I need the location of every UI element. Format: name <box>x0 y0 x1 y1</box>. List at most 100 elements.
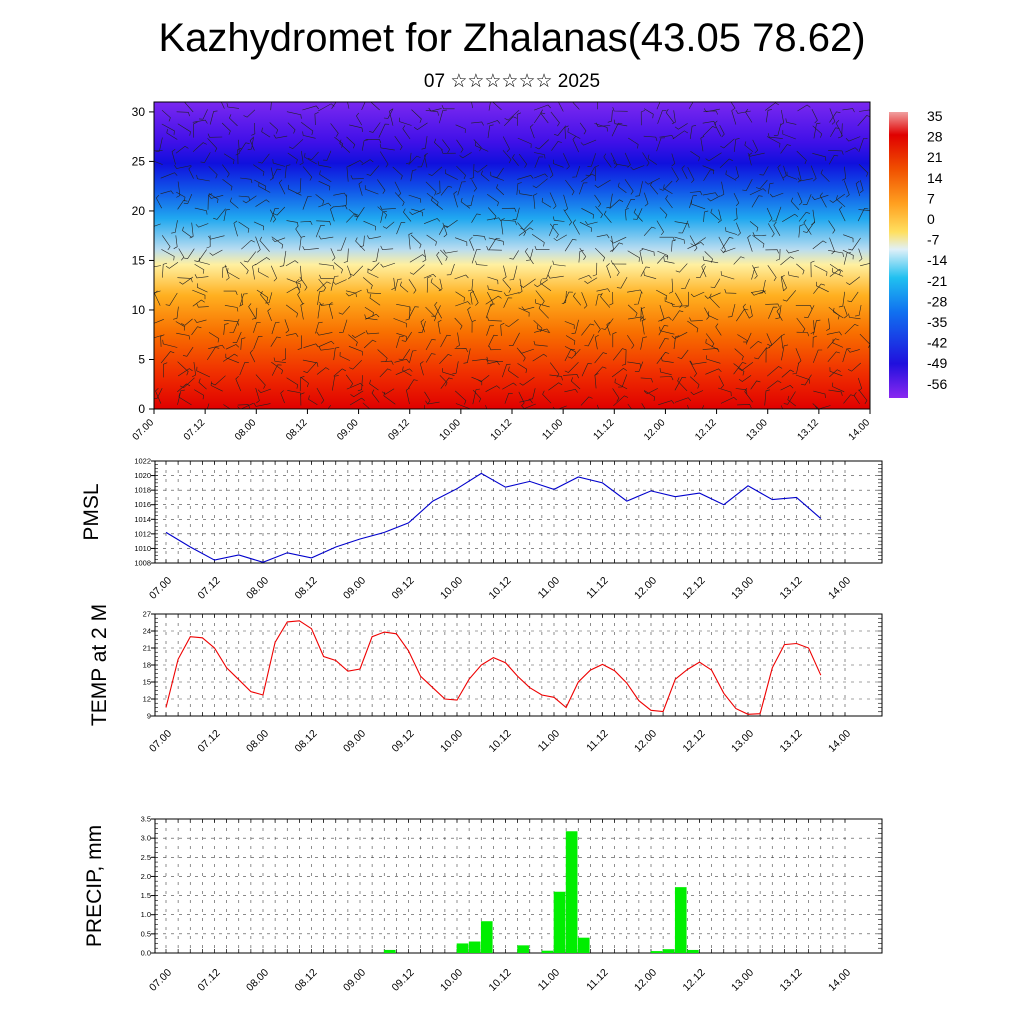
wind-barb <box>229 197 239 209</box>
wind-barb <box>585 166 596 177</box>
wind-barb <box>441 149 456 154</box>
wind-barb <box>606 321 611 336</box>
wind-barb <box>316 367 330 375</box>
wind-barb <box>425 400 440 405</box>
wind-barb <box>535 299 550 308</box>
wind-barb <box>703 110 718 115</box>
wind-barb <box>453 191 458 208</box>
wind-barb <box>401 331 412 342</box>
wind-barb <box>436 251 443 265</box>
wind-barb <box>705 368 722 375</box>
precip-bar <box>468 941 481 953</box>
wind-barb <box>641 403 646 409</box>
wind-barb <box>528 388 536 400</box>
precip-bar <box>383 949 396 953</box>
wind-barb <box>223 404 231 409</box>
y-tick-label: 0.5 <box>141 929 151 938</box>
wind-barb <box>191 361 196 378</box>
wind-barb <box>470 290 475 305</box>
precip-bar <box>553 891 566 953</box>
wind-barb <box>383 108 394 119</box>
wind-barb <box>842 348 851 363</box>
wind-barb <box>751 195 763 208</box>
wind-barb <box>810 260 815 278</box>
wind-barb <box>730 102 736 109</box>
wind-barb <box>600 292 611 308</box>
wind-barb <box>503 116 517 127</box>
x-tick-label: 08.12 <box>293 728 320 755</box>
wind-barb <box>269 122 279 134</box>
colorbar-label: 28 <box>927 129 943 145</box>
wind-barb <box>594 334 599 350</box>
wind-barb <box>549 362 560 378</box>
wind-barb <box>467 306 472 322</box>
wind-barb <box>567 348 581 359</box>
wind-barb <box>377 179 386 194</box>
wind-barb <box>271 237 286 243</box>
wind-barb <box>301 122 314 135</box>
wind-barb <box>597 102 598 110</box>
wind-barb <box>253 402 271 407</box>
wind-barb <box>438 278 443 292</box>
wind-barb <box>776 308 783 321</box>
wind-barb <box>346 136 356 149</box>
wind-barb <box>635 181 643 197</box>
wind-barb <box>316 331 333 336</box>
wind-barb <box>314 112 319 126</box>
wind-barb <box>308 395 318 406</box>
wind-barb <box>295 278 300 292</box>
wind-barb <box>738 375 752 382</box>
wind-barb <box>671 110 676 125</box>
wind-barb <box>756 179 768 190</box>
wind-barb <box>154 150 163 151</box>
wind-barb <box>456 139 464 153</box>
wind-barb <box>248 303 257 320</box>
x-tick-label: 10.00 <box>438 575 465 602</box>
wind-barb <box>783 391 796 405</box>
wind-barb <box>572 165 580 178</box>
x-tick-label: 12.12 <box>681 967 708 994</box>
wind-barb <box>206 347 220 361</box>
wind-barb <box>748 152 753 166</box>
wind-barb <box>222 265 227 278</box>
wind-barb <box>843 234 854 243</box>
wind-barb <box>801 374 812 386</box>
wind-barb <box>235 139 240 156</box>
wind-barb <box>811 209 816 225</box>
wind-barb <box>469 163 475 180</box>
wind-barb <box>442 139 451 153</box>
wind-barb <box>207 133 223 138</box>
wind-barb <box>573 292 582 306</box>
wind-barb <box>173 235 178 249</box>
colorbar-label: -35 <box>927 314 947 330</box>
wind-barb <box>553 234 567 242</box>
wind-barb <box>633 208 643 222</box>
wind-barb <box>643 271 657 279</box>
wind-barb <box>519 278 536 288</box>
wind-barb <box>191 326 202 336</box>
wind-barb <box>858 389 868 405</box>
x-tick-label: 09.00 <box>341 728 368 755</box>
wind-barb <box>796 317 806 333</box>
wind-barb <box>286 286 301 294</box>
wind-barb <box>813 122 821 139</box>
wind-barb <box>487 276 499 285</box>
wind-barb <box>199 257 210 265</box>
temperature-cross-section: 0 5 10 15 20 25 30 07.00 07.12 08.00 08.12 09.00 09.… <box>131 101 873 443</box>
wind-barb <box>696 265 706 278</box>
wind-barb <box>208 332 220 343</box>
wind-barb <box>339 351 351 361</box>
wind-barb <box>501 207 517 213</box>
wind-barb <box>855 180 861 197</box>
wind-barb <box>633 208 643 220</box>
wind-barb <box>475 260 488 266</box>
wind-barb <box>689 191 703 196</box>
x-tick-label: 14.00 <box>847 417 873 443</box>
wind-barb <box>688 102 694 109</box>
wind-barb <box>749 188 767 196</box>
wind-barb <box>270 208 279 222</box>
wind-barb <box>273 357 286 363</box>
wind-barb <box>473 139 482 152</box>
wind-barb <box>829 268 844 277</box>
y-tick-label: 1012 <box>134 529 151 538</box>
